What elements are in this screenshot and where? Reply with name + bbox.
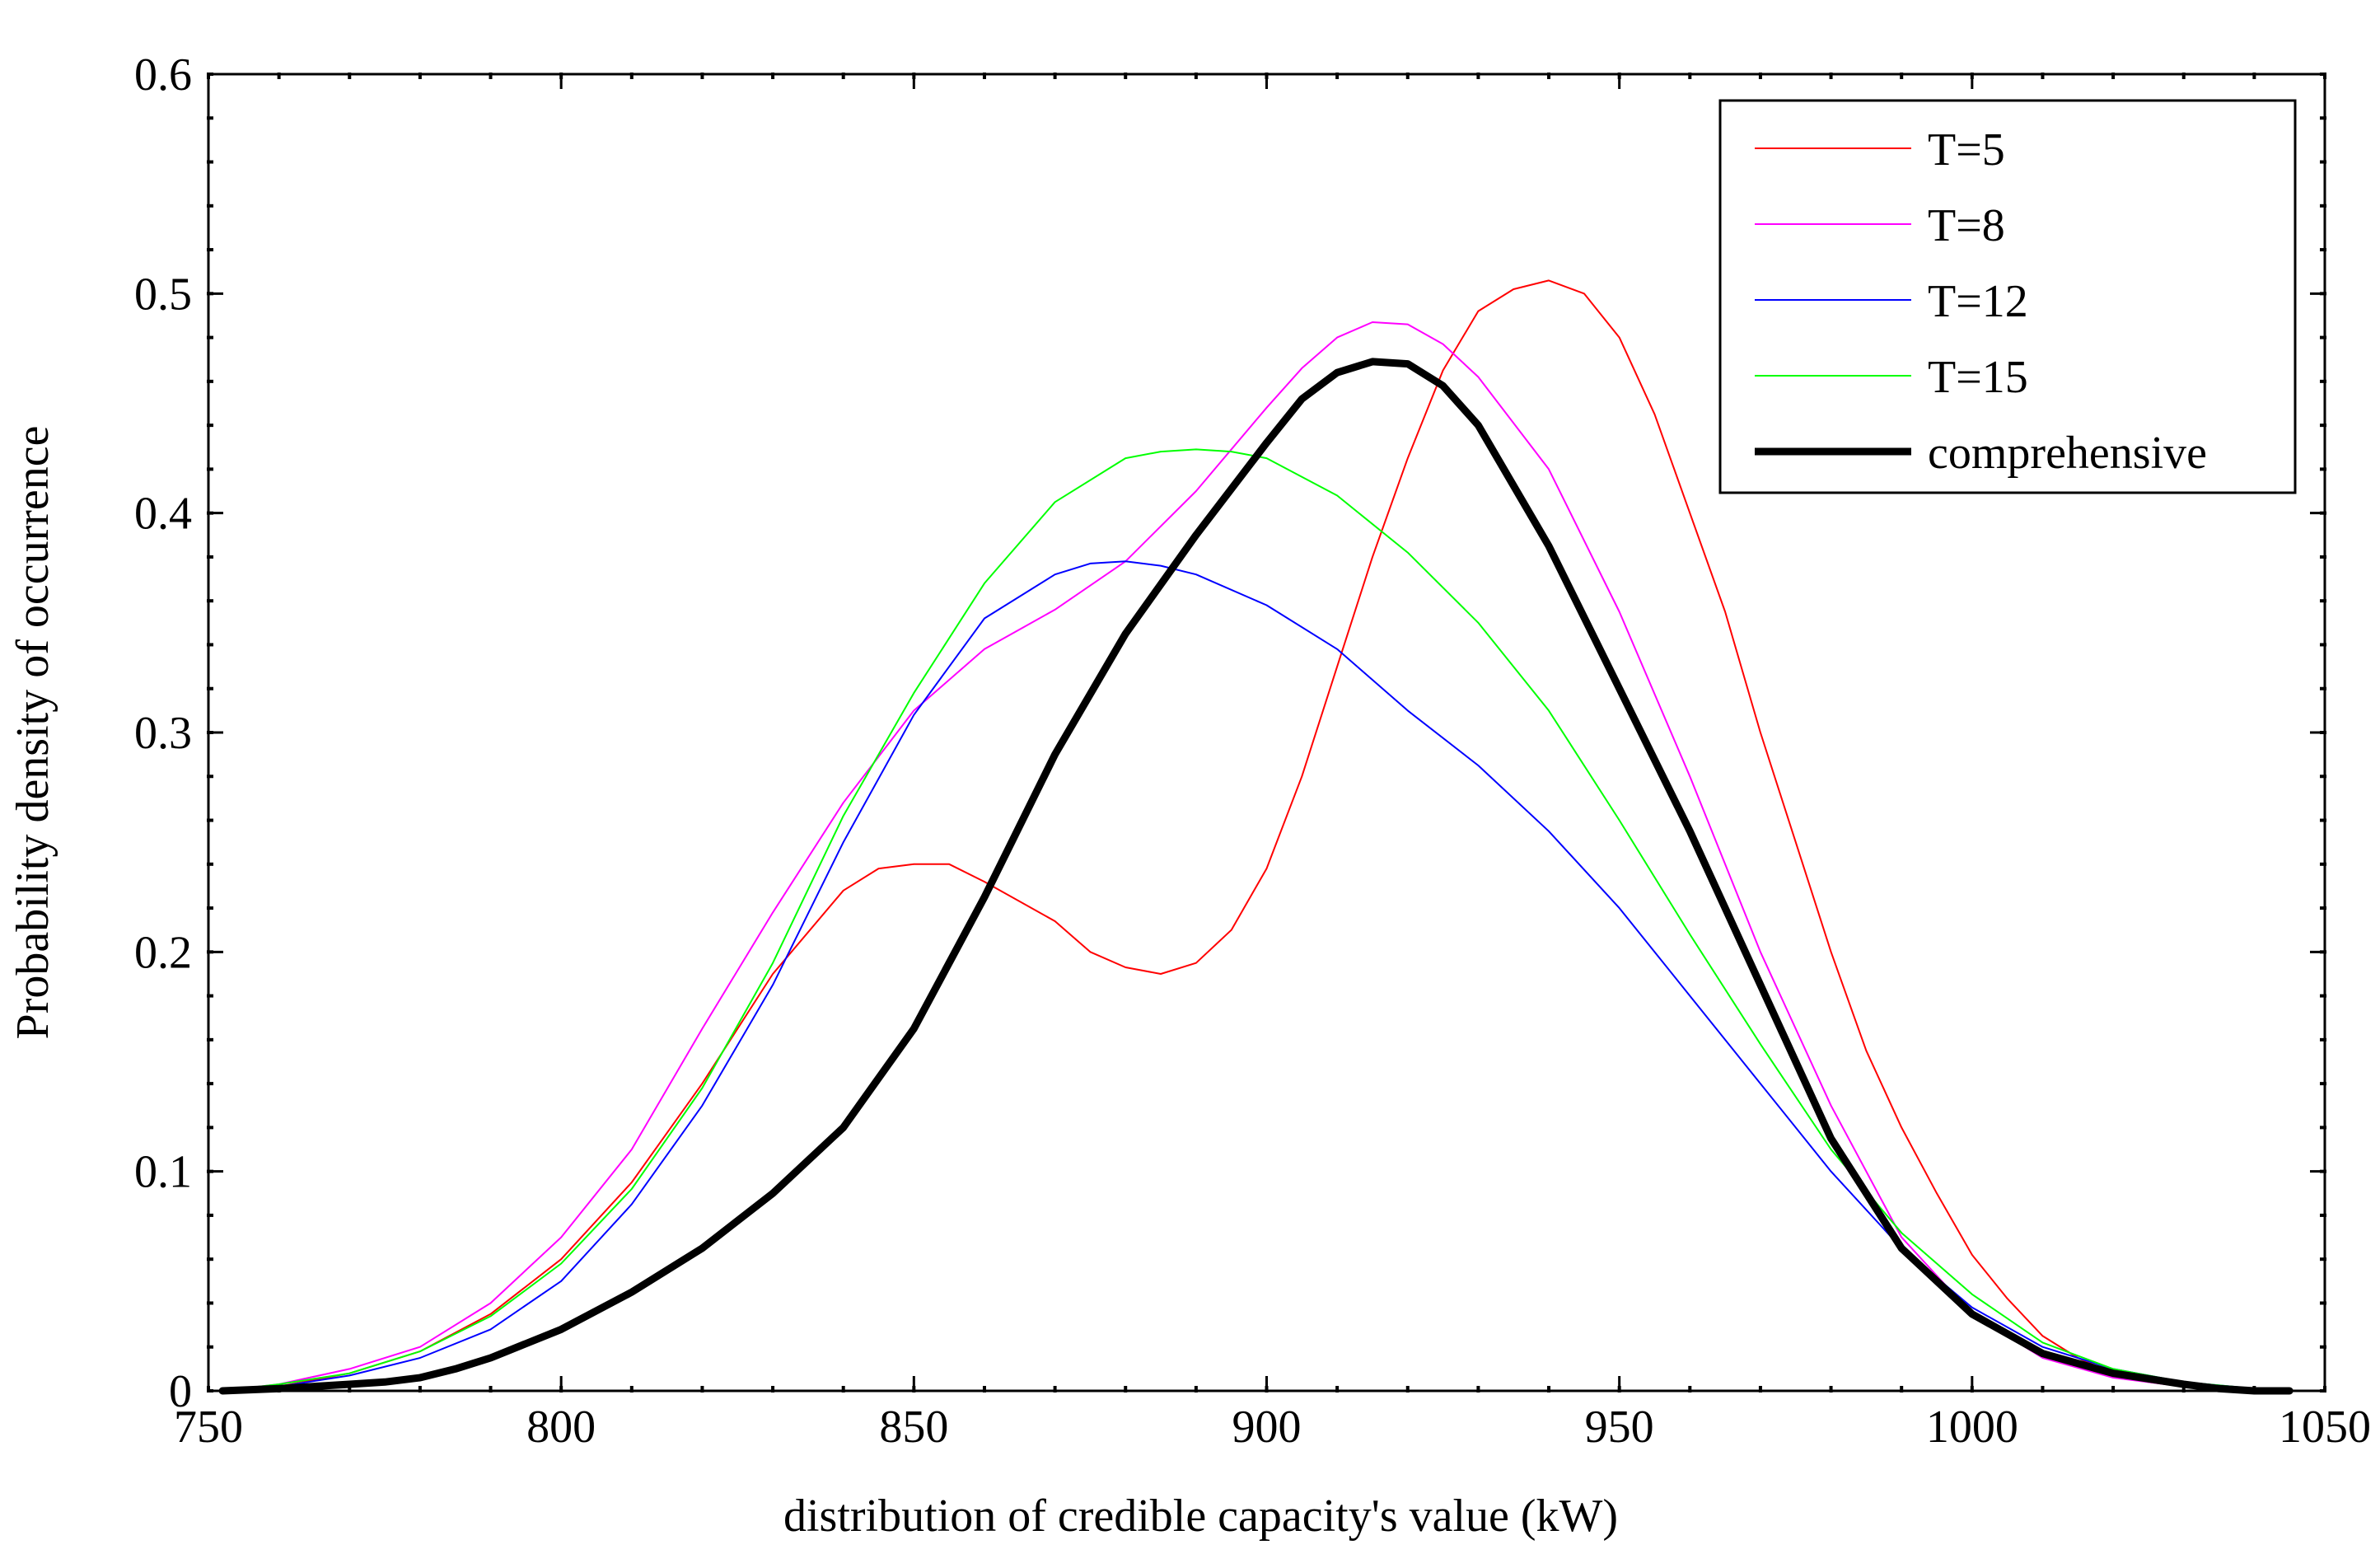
- y-tick-label: 0.5: [134, 269, 192, 320]
- legend-label: comprehensive: [1928, 428, 2207, 479]
- legend: T=5 T=8 T=12 T=15 comprehensive: [1718, 99, 2297, 494]
- series-line-t-15: [222, 448, 2291, 1392]
- legend-label: T=12: [1928, 276, 2028, 327]
- x-tick-label: 900: [1232, 1402, 1302, 1453]
- y-tick-label: 0.6: [134, 49, 192, 101]
- axis-ticks: 750 800 850 900 950 1000 1050 0 0.1 0.2 0.3 0.4 0.5 0…: [134, 49, 2371, 1453]
- legend-label: T=8: [1928, 200, 2005, 251]
- x-tick-label: 950: [1585, 1402, 1654, 1453]
- x-tick-label: 1000: [1926, 1402, 2018, 1453]
- series-line-t-8: [222, 321, 2291, 1392]
- axis-minor-ticks: [207, 73, 2326, 1393]
- y-axis-title: Probability density of occurrence: [7, 426, 58, 1040]
- legend-box: [1718, 99, 2297, 494]
- y-tick-label: 0: [169, 1366, 192, 1417]
- y-tick-label: 0.3: [134, 708, 192, 759]
- x-tick-label: 800: [526, 1402, 596, 1453]
- y-tick-label: 0.4: [134, 489, 192, 540]
- x-tick-label: 750: [174, 1402, 243, 1453]
- y-tick-label: 0.1: [134, 1147, 192, 1198]
- legend-label: T=5: [1928, 124, 2005, 176]
- legend-label: T=15: [1928, 352, 2028, 403]
- series-layer: [218, 279, 2293, 1395]
- y-tick-label: 0.2: [134, 927, 192, 978]
- x-tick-label: 850: [879, 1402, 948, 1453]
- x-tick-label: 1050: [2279, 1402, 2371, 1453]
- x-axis-title: distribution of credible capacity's valu…: [783, 1491, 1618, 1542]
- series-line-comprehensive: [218, 358, 2293, 1395]
